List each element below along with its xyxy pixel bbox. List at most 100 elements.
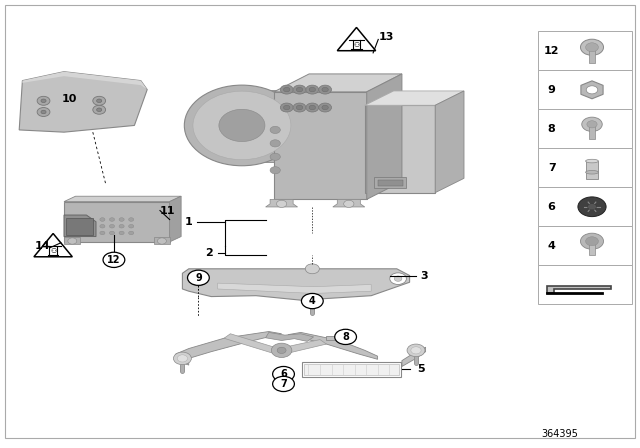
Polygon shape [547, 286, 611, 293]
Circle shape [109, 231, 115, 235]
Polygon shape [22, 72, 147, 90]
Polygon shape [224, 334, 282, 354]
Circle shape [195, 277, 202, 283]
Circle shape [586, 43, 598, 52]
Circle shape [578, 197, 606, 216]
Bar [64, 202, 170, 242]
Polygon shape [237, 90, 285, 162]
Bar [154, 237, 170, 244]
Circle shape [407, 344, 425, 357]
Circle shape [586, 237, 598, 246]
Text: 9: 9 [195, 273, 202, 283]
Circle shape [157, 238, 166, 244]
Text: 7: 7 [280, 379, 287, 389]
Bar [304, 364, 399, 375]
Circle shape [280, 103, 293, 112]
Circle shape [296, 105, 303, 110]
Bar [538, 187, 632, 226]
Circle shape [119, 218, 124, 221]
Text: 13: 13 [378, 32, 394, 42]
Circle shape [580, 233, 604, 249]
Bar [538, 265, 632, 304]
Bar [274, 92, 367, 199]
Circle shape [100, 224, 105, 228]
Circle shape [296, 87, 303, 92]
Circle shape [588, 203, 596, 210]
Circle shape [270, 140, 280, 147]
Text: 8: 8 [342, 332, 349, 342]
Ellipse shape [586, 171, 598, 174]
Circle shape [109, 218, 115, 221]
Circle shape [309, 105, 316, 110]
Circle shape [305, 264, 319, 274]
Bar [589, 242, 595, 254]
Circle shape [68, 238, 77, 244]
Bar [586, 161, 598, 179]
Circle shape [184, 85, 300, 166]
Text: 11: 11 [160, 206, 175, 215]
Polygon shape [278, 340, 326, 354]
Circle shape [306, 85, 319, 94]
Circle shape [582, 117, 602, 132]
Polygon shape [402, 347, 426, 366]
Text: 12: 12 [544, 46, 559, 56]
Circle shape [344, 200, 354, 207]
Polygon shape [337, 27, 376, 51]
Circle shape [319, 85, 332, 94]
Text: ⚇: ⚇ [50, 248, 56, 254]
Circle shape [301, 293, 323, 309]
Circle shape [394, 276, 402, 281]
Circle shape [93, 96, 106, 105]
Circle shape [97, 99, 102, 103]
Circle shape [273, 366, 294, 382]
Circle shape [335, 329, 356, 345]
Circle shape [322, 87, 328, 92]
Text: 2: 2 [205, 248, 213, 258]
Circle shape [280, 85, 293, 94]
Circle shape [277, 347, 286, 353]
Circle shape [37, 108, 50, 116]
Circle shape [188, 270, 209, 285]
Polygon shape [182, 269, 410, 300]
Circle shape [276, 200, 287, 207]
Circle shape [129, 231, 134, 235]
Circle shape [319, 103, 332, 112]
Circle shape [129, 218, 134, 221]
Circle shape [306, 103, 319, 112]
Polygon shape [274, 74, 402, 92]
Polygon shape [266, 199, 298, 207]
Text: 14: 14 [35, 241, 50, 251]
Circle shape [322, 105, 328, 110]
Bar [365, 105, 435, 193]
Circle shape [284, 105, 290, 110]
Bar [64, 237, 80, 244]
Polygon shape [367, 74, 402, 199]
Circle shape [41, 99, 46, 103]
Polygon shape [218, 283, 371, 293]
Text: 6: 6 [548, 202, 556, 212]
Circle shape [293, 103, 306, 112]
Bar [538, 148, 632, 187]
Polygon shape [64, 215, 96, 237]
Bar [538, 31, 632, 70]
Polygon shape [288, 332, 378, 359]
Polygon shape [170, 196, 181, 242]
Circle shape [103, 252, 125, 267]
Circle shape [190, 274, 207, 286]
Circle shape [293, 85, 306, 94]
Circle shape [129, 224, 134, 228]
Text: 4: 4 [309, 296, 316, 306]
Circle shape [219, 109, 265, 142]
Text: 8: 8 [548, 124, 556, 134]
Bar [302, 362, 401, 377]
Circle shape [580, 39, 604, 55]
Text: 1: 1 [185, 217, 193, 227]
Circle shape [41, 110, 46, 114]
Bar [538, 226, 632, 265]
Circle shape [119, 231, 124, 235]
Circle shape [97, 108, 102, 112]
Bar [538, 109, 632, 148]
Circle shape [109, 224, 115, 228]
Circle shape [271, 343, 292, 358]
Circle shape [119, 224, 124, 228]
